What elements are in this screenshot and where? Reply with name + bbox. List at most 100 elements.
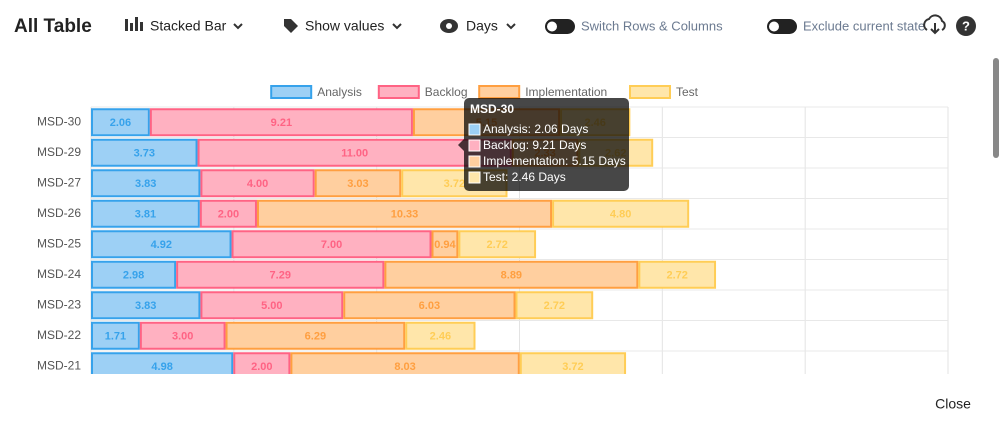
bar-segment — [91, 108, 150, 137]
bar-segment — [149, 108, 413, 137]
value-label: 4.98 — [151, 361, 172, 373]
scrollbar[interactable] — [993, 58, 999, 158]
bar-segment — [431, 230, 459, 259]
legend: Analysis Backlog Implementation Test — [270, 85, 699, 99]
tooltip-caret — [458, 139, 464, 151]
value-label: 4.80 — [610, 209, 631, 221]
switch-toggle[interactable]: Switch Rows & Columns — [545, 18, 723, 34]
value-label: 8.03 — [394, 361, 415, 373]
download-button[interactable] — [923, 14, 946, 35]
legend-label: Backlog — [425, 85, 468, 99]
toggle-knob — [769, 21, 779, 32]
y-tick-label: MSD-24 — [37, 267, 81, 281]
bar-segment — [343, 291, 516, 320]
value-label: 3.73 — [134, 148, 155, 160]
bar-segment — [384, 260, 639, 289]
tooltip-line: Analysis: 2.06 Days — [483, 122, 588, 136]
values-menu[interactable]: Show values — [284, 18, 402, 34]
chart-type-menu[interactable]: Stacked Bar — [125, 17, 243, 34]
value-label: 8.89 — [501, 270, 522, 282]
tooltip-title: MSD-30 — [470, 102, 514, 116]
bar-segment — [91, 199, 200, 228]
value-label: 1.71 — [105, 331, 126, 343]
tooltip-line: Backlog: 9.21 Days — [483, 138, 586, 152]
legend-swatch — [377, 85, 420, 99]
legend-label: Test — [676, 85, 699, 99]
bar-segment — [91, 138, 198, 167]
bar-segment — [91, 352, 234, 374]
tooltip-line: Implementation: 5.15 Days — [483, 154, 626, 168]
chevron — [392, 23, 402, 30]
value-label: 2.00 — [218, 209, 239, 221]
value-label: 3.03 — [347, 178, 368, 190]
bar-segment — [197, 138, 512, 167]
value-label: 11.00 — [341, 148, 368, 160]
value-label: 7.00 — [321, 239, 342, 251]
tooltip-swatch — [468, 139, 481, 152]
toggle-label: Exclude current state — [803, 18, 925, 33]
value-label: 3.83 — [135, 300, 156, 312]
bar-segment — [91, 230, 232, 259]
value-label: 0.94 — [434, 239, 456, 251]
y-tick-label: MSD-27 — [37, 175, 81, 189]
legend-swatch — [478, 85, 521, 99]
bar-segment — [91, 260, 177, 289]
legend-label: Implementation — [525, 85, 607, 99]
tooltip-line: Test: 2.46 Days — [483, 170, 566, 184]
tooltip-swatch — [468, 123, 481, 136]
value-label: 4.92 — [151, 239, 172, 251]
icon — [135, 17, 138, 31]
icon — [140, 22, 143, 31]
value-label: 4.00 — [247, 178, 268, 190]
menu-label: Show values — [305, 18, 384, 34]
value-label: 2.46 — [430, 331, 451, 343]
y-tick-label: MSD-22 — [37, 328, 81, 342]
bar-segment — [290, 352, 520, 374]
page-title: All Table — [14, 16, 92, 37]
value-label: 3.81 — [135, 209, 156, 221]
bar-segment — [199, 199, 257, 228]
bar-segment — [519, 352, 627, 374]
bar-segment — [200, 291, 344, 320]
y-tick-label: MSD-25 — [37, 236, 81, 250]
toggle-knob — [547, 21, 557, 32]
close-button[interactable]: Close — [935, 396, 971, 412]
y-tick-label: MSD-29 — [37, 145, 81, 159]
exclude-toggle[interactable]: Exclude current state — [767, 18, 925, 34]
y-tick-label: MSD-23 — [37, 297, 81, 311]
menu-label: Stacked Bar — [150, 18, 227, 34]
value-label: 7.29 — [270, 270, 291, 282]
bar-segment — [314, 169, 402, 198]
value-label: 2.00 — [251, 361, 272, 373]
bar-segment — [91, 169, 201, 198]
value-label: 2.72 — [487, 239, 508, 251]
legend-swatch — [629, 85, 671, 99]
help-icon: ? — [962, 18, 970, 33]
chevron — [506, 23, 516, 30]
icon — [446, 23, 452, 29]
tooltip-box — [464, 98, 629, 191]
bar-segment — [139, 321, 226, 350]
value-label: 6.29 — [305, 331, 326, 343]
value-label: 5.00 — [261, 300, 282, 312]
bar-segment — [256, 199, 553, 228]
value-label: 3.83 — [135, 178, 156, 190]
legend-swatch — [270, 85, 313, 99]
value-label: 3.72 — [444, 178, 465, 190]
value-label: 10.33 — [391, 209, 419, 221]
bar-segment — [200, 169, 315, 198]
y-tick-label: MSD-21 — [37, 358, 81, 372]
value-label: 2.06 — [110, 117, 131, 129]
bar-segment — [231, 230, 432, 259]
icon — [130, 23, 133, 31]
value-label: 3.72 — [562, 361, 583, 373]
unit-menu[interactable]: Days — [440, 18, 516, 34]
value-label: 6.03 — [419, 300, 440, 312]
bar-segment — [515, 291, 594, 320]
value-label: 2.72 — [544, 300, 565, 312]
y-tick-label: MSD-30 — [37, 114, 81, 128]
help-button[interactable] — [956, 16, 976, 36]
tooltip-swatch — [468, 155, 481, 168]
